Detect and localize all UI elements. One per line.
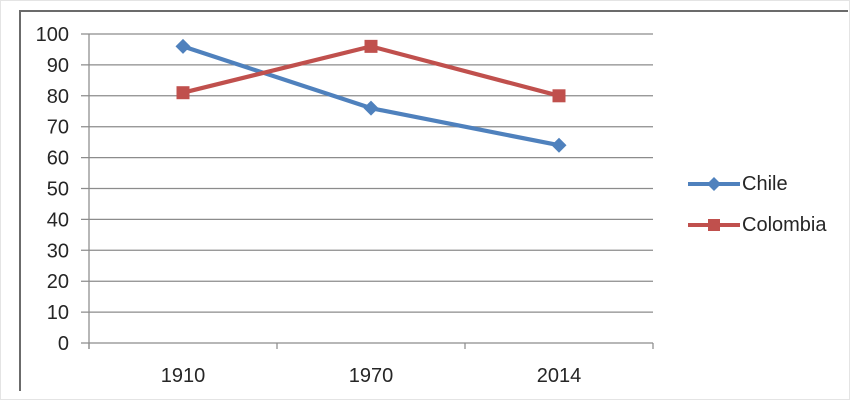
y-axis-tick-label: 70 — [47, 117, 69, 139]
colombia-marker-icon — [176, 86, 190, 100]
y-axis-tick-label: 40 — [47, 209, 69, 231]
x-axis-tick-label: 1970 — [349, 365, 394, 387]
y-axis-tick-label: 10 — [47, 302, 69, 324]
legend-label: Colombia — [742, 214, 827, 236]
colombia-marker-icon — [552, 89, 566, 103]
legend-label: Chile — [742, 173, 788, 195]
legend: Chile Colombia — [687, 171, 826, 238]
y-axis-tick-label: 50 — [47, 179, 69, 201]
y-axis-tick-label: 30 — [47, 240, 69, 262]
legend-item-colombia: Colombia — [687, 212, 826, 238]
chile-line-marker-icon — [688, 177, 740, 191]
y-axis-tick-label: 0 — [58, 333, 69, 355]
colombia-marker-icon — [364, 39, 378, 53]
colombia-line — [180, 44, 562, 98]
y-axis-tick-label: 90 — [47, 55, 69, 77]
x-axis-tick-label: 2014 — [537, 365, 582, 387]
chile-marker-icon — [363, 100, 379, 116]
chile-marker-icon — [551, 137, 567, 153]
y-axis-tick-label: 60 — [47, 148, 69, 170]
y-axis-tick-label: 100 — [36, 24, 69, 46]
colombia-line-marker-icon — [688, 219, 740, 231]
y-axis-tick-label: 80 — [47, 86, 69, 108]
x-axis-tick-label: 1910 — [161, 365, 206, 387]
legend-item-chile: Chile — [687, 171, 826, 197]
y-axis-tick-label: 20 — [47, 271, 69, 293]
chile-marker-icon — [175, 38, 191, 54]
